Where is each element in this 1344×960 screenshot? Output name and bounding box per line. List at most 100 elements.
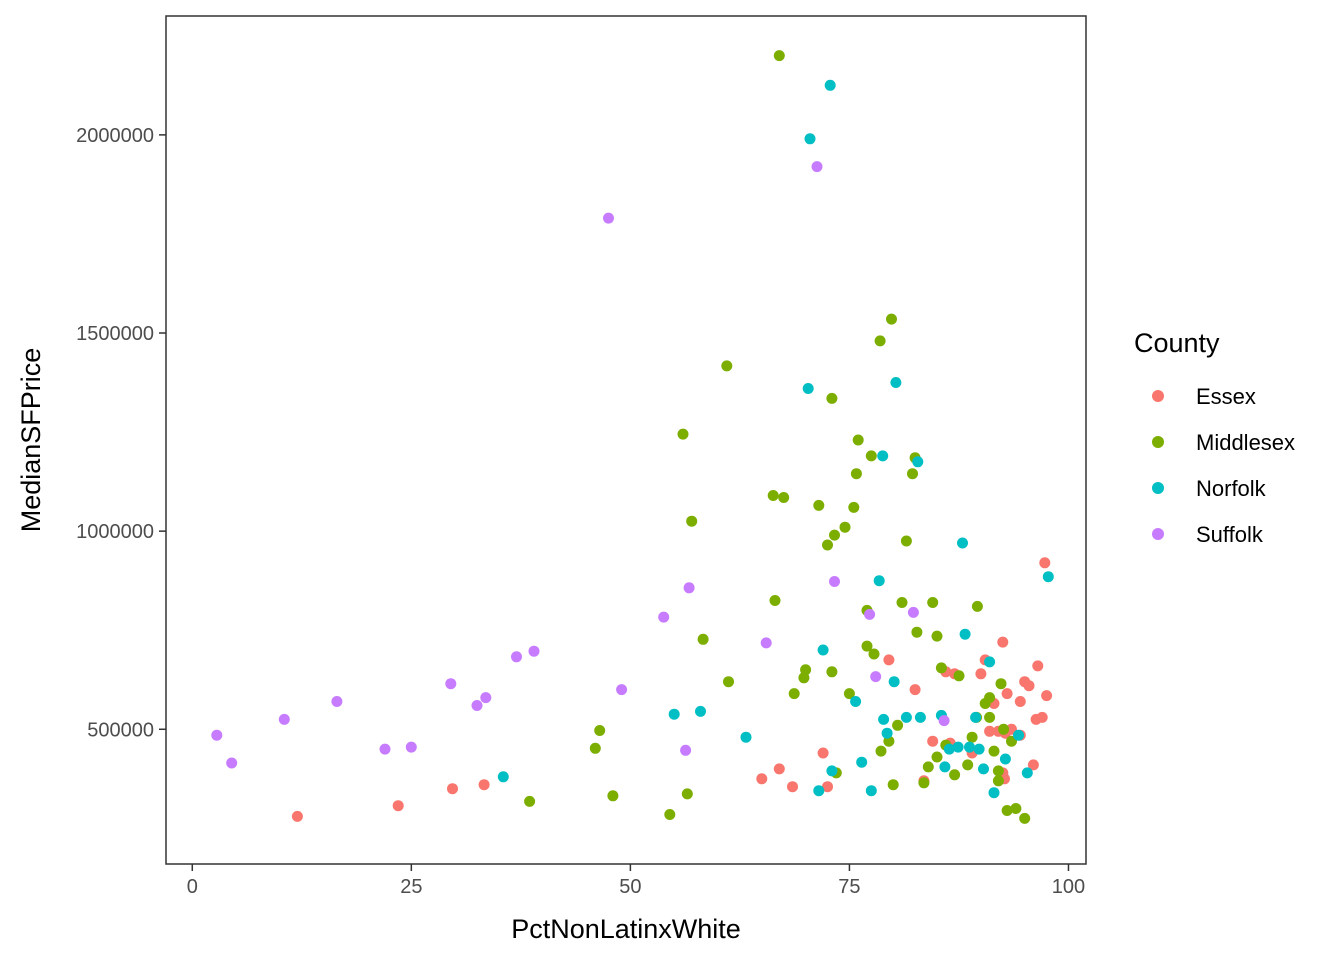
point-middlesex: [697, 633, 709, 645]
point-norfolk: [914, 711, 926, 723]
point-suffolk: [379, 743, 391, 755]
point-norfolk: [900, 711, 912, 723]
point-essex: [817, 747, 829, 759]
point-middlesex: [922, 761, 934, 773]
point-middlesex: [826, 666, 838, 678]
point-suffolk: [278, 713, 290, 725]
point-middlesex: [984, 711, 996, 723]
y-axis-title: MedianSFPrice: [16, 348, 46, 533]
point-norfolk: [959, 628, 971, 640]
point-middlesex: [681, 788, 693, 800]
point-suffolk: [870, 671, 882, 683]
x-tick-label: 50: [619, 876, 641, 898]
point-suffolk: [528, 645, 540, 657]
point-suffolk: [405, 741, 417, 753]
legend-label-suffolk: Suffolk: [1196, 522, 1264, 547]
point-norfolk: [952, 741, 964, 753]
point-middlesex: [911, 626, 923, 638]
point-middlesex: [988, 745, 1000, 757]
point-norfolk: [824, 79, 836, 91]
point-middlesex: [829, 529, 840, 541]
legend-key-suffolk: [1152, 528, 1164, 540]
point-norfolk: [1013, 729, 1024, 741]
point-middlesex: [843, 688, 855, 700]
point-middlesex: [887, 779, 899, 791]
point-norfolk: [668, 708, 680, 720]
point-norfolk: [856, 756, 868, 768]
point-suffolk: [760, 637, 772, 649]
legend-label-norfolk: Norfolk: [1196, 476, 1267, 501]
point-suffolk: [511, 651, 522, 663]
point-middlesex: [896, 597, 908, 608]
point-middlesex: [962, 759, 974, 771]
point-middlesex: [767, 490, 779, 501]
plot-panel-frame: [165, 15, 1087, 865]
point-essex: [1032, 660, 1044, 672]
point-norfolk: [939, 761, 951, 773]
point-norfolk: [826, 765, 838, 777]
point-norfolk: [878, 713, 890, 725]
point-middlesex: [949, 769, 961, 781]
point-essex: [447, 783, 458, 795]
point-middlesex: [607, 790, 619, 802]
point-suffolk: [616, 684, 628, 696]
point-suffolk: [331, 696, 343, 707]
legend-title: County: [1134, 328, 1220, 358]
point-norfolk: [804, 133, 816, 145]
point-middlesex: [861, 640, 873, 652]
point-middlesex: [875, 745, 887, 757]
point-suffolk: [603, 212, 614, 224]
point-norfolk: [912, 456, 924, 468]
point-middlesex: [907, 468, 918, 480]
point-middlesex: [686, 515, 698, 527]
point-middlesex: [778, 492, 790, 503]
point-middlesex: [800, 664, 812, 676]
point-middlesex: [839, 521, 851, 533]
point-suffolk: [829, 576, 840, 587]
point-middlesex: [918, 777, 930, 789]
point-suffolk: [907, 606, 919, 618]
legend-label-middlesex: Middlesex: [1196, 430, 1295, 455]
point-suffolk: [938, 715, 950, 727]
point-middlesex: [1010, 803, 1022, 814]
point-middlesex: [788, 688, 800, 700]
point-suffolk: [680, 744, 692, 756]
point-middlesex: [874, 335, 886, 347]
point-middlesex: [935, 662, 947, 674]
point-suffolk: [211, 729, 223, 741]
point-essex: [1014, 696, 1026, 707]
legend: County Essex Middlesex Norfolk Suffolk: [1134, 328, 1295, 547]
point-norfolk: [1021, 767, 1033, 779]
point-middlesex: [524, 795, 536, 807]
point-middlesex: [931, 630, 943, 642]
point-suffolk: [480, 692, 492, 704]
legend-key-middlesex: [1152, 436, 1164, 448]
point-norfolk: [957, 537, 968, 549]
point-suffolk: [445, 678, 457, 690]
point-norfolk: [695, 705, 706, 717]
point-essex: [984, 725, 996, 737]
point-middlesex: [721, 360, 733, 372]
point-middlesex: [664, 809, 676, 820]
point-norfolk: [865, 785, 877, 797]
point-norfolk: [817, 644, 829, 656]
point-middlesex: [850, 468, 862, 480]
point-norfolk: [740, 731, 752, 743]
point-norfolk: [984, 656, 996, 668]
point-norfolk: [973, 743, 985, 755]
point-middlesex: [848, 501, 860, 513]
y-tick-label: 1500000: [76, 323, 154, 345]
point-middlesex: [852, 434, 864, 446]
point-norfolk: [877, 450, 889, 462]
point-essex: [773, 763, 785, 775]
point-norfolk: [881, 727, 893, 739]
point-middlesex: [927, 597, 939, 608]
point-essex: [1041, 690, 1053, 702]
point-essex: [1001, 688, 1013, 700]
point-essex: [1036, 711, 1048, 723]
point-norfolk: [988, 787, 1000, 799]
point-suffolk: [226, 757, 238, 769]
point-suffolk: [864, 608, 876, 620]
point-middlesex: [892, 719, 904, 731]
